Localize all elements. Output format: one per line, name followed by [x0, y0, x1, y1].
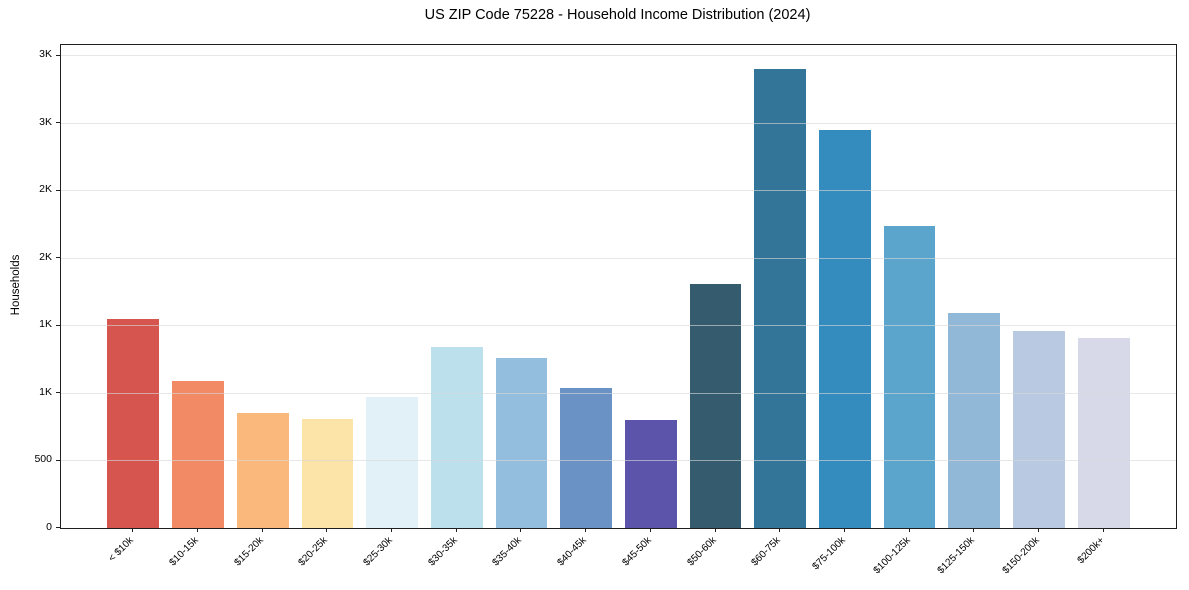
- bar-60-75k: [754, 69, 807, 528]
- bar-125-150k: [948, 313, 1001, 528]
- bar-30-35k: [430, 347, 483, 528]
- y-tick-label: 2K: [39, 250, 52, 263]
- bar-100-125k: [883, 225, 936, 528]
- plot-area: [60, 44, 1177, 529]
- bar-15-20k: [236, 413, 289, 528]
- x-tick-mark: [973, 528, 975, 532]
- bar-200k+: [1077, 337, 1130, 528]
- bar-35-40k: [495, 358, 548, 528]
- bars-layer: [61, 45, 1176, 528]
- x-tick-label: < $10k: [106, 535, 137, 565]
- bar-10-15k: [172, 380, 224, 528]
- y-tick-mark: [56, 459, 60, 461]
- y-axis-label-text: Households: [10, 254, 22, 316]
- x-tick-mark: [1037, 528, 1039, 532]
- x-tick-mark: [649, 528, 651, 532]
- bar-75-100k: [819, 130, 871, 528]
- x-tick-mark: [520, 528, 522, 532]
- y-tick-label: 2K: [39, 183, 52, 196]
- x-tick-mark: [585, 528, 587, 532]
- chart-title: US ZIP Code 75228 - Household Income Dis…: [424, 7, 811, 23]
- y-tick-mark: [56, 527, 60, 528]
- y-tick-label: 3K: [39, 48, 52, 61]
- x-tick-mark: [197, 528, 199, 532]
- x-tick-mark: [326, 528, 328, 532]
- x-tick-mark: [455, 528, 457, 532]
- x-tick-mark: [1102, 528, 1104, 532]
- y-tick-mark: [56, 54, 60, 56]
- y-tick-mark: [56, 189, 60, 191]
- y-tick-mark: [56, 257, 60, 259]
- x-tick-mark: [779, 528, 781, 532]
- bar-45-50k: [624, 420, 677, 528]
- y-tick-label: 3K: [39, 115, 52, 128]
- x-tick-mark: [132, 528, 134, 532]
- bar-20-25k: [301, 418, 354, 528]
- x-tick-mark: [261, 528, 263, 532]
- bar-50-60k: [689, 283, 742, 528]
- y-tick-label: 0: [46, 520, 52, 533]
- x-tick-mark: [908, 528, 910, 532]
- bar-10k: [107, 318, 160, 528]
- x-tick-mark: [843, 528, 845, 532]
- x-tick-mark: [714, 528, 716, 532]
- bar-150-200k: [1013, 331, 1065, 528]
- y-tick-label: 1K: [39, 318, 52, 331]
- y-tick-mark: [56, 392, 60, 394]
- bar-40-45k: [560, 387, 613, 528]
- x-tick-mark: [391, 528, 393, 532]
- bar-25-30k: [366, 397, 418, 528]
- y-tick-label: 500: [34, 453, 52, 466]
- y-tick-mark: [56, 324, 60, 326]
- y-tick-mark: [56, 122, 60, 124]
- y-tick-label: 1K: [39, 385, 52, 398]
